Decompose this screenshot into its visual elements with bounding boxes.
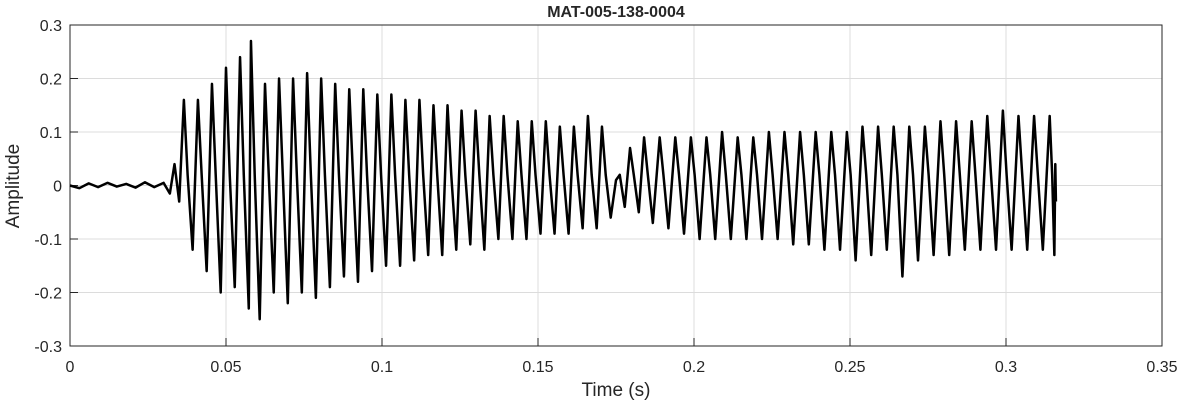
x-tick-label: 0 [66, 359, 75, 376]
chart-title: MAT-005-138-0004 [547, 4, 685, 21]
y-tick-label: -0.2 [34, 286, 62, 303]
y-tick-label: 0.3 [40, 18, 62, 35]
x-tick-label: 0.2 [683, 359, 705, 376]
x-tick-label: 0.25 [834, 359, 865, 376]
y-tick-label: 0.1 [40, 125, 62, 142]
y-tick-label: -0.3 [34, 339, 62, 356]
x-tick-label: 0.1 [371, 359, 393, 376]
y-tick-label: -0.1 [34, 232, 62, 249]
x-tick-label: 0.15 [522, 359, 553, 376]
x-tick-label: 0.05 [210, 359, 241, 376]
y-tick-label: 0 [53, 179, 62, 196]
y-axis-label: Amplitude [3, 144, 24, 229]
waveform-line [69, 39, 1058, 321]
y-tick-label: 0.2 [40, 72, 62, 89]
x-tick-label: 0.35 [1146, 359, 1177, 376]
x-axis-label: Time (s) [582, 380, 651, 401]
x-tick-label: 0.3 [995, 359, 1017, 376]
